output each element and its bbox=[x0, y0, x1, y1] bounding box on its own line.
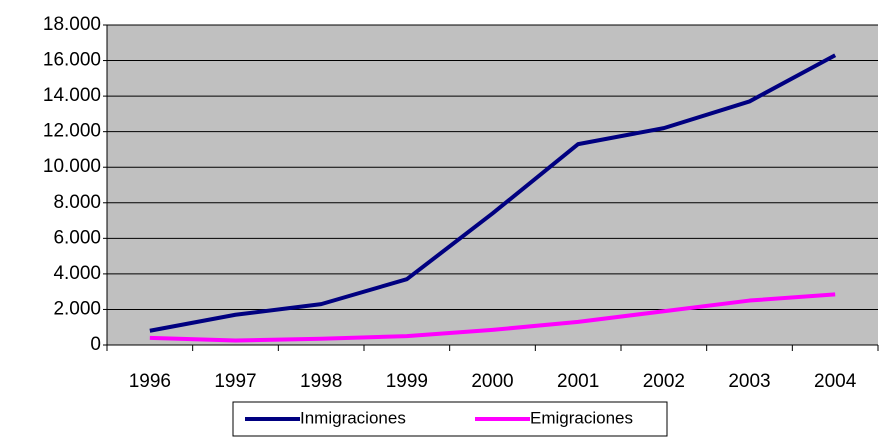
legend-box bbox=[232, 401, 668, 437]
y-tick-label: 0 bbox=[90, 334, 101, 355]
x-tick-label: 2001 bbox=[557, 371, 599, 392]
y-tick-label: 8.000 bbox=[53, 192, 101, 213]
line-series bbox=[149, 292, 836, 343]
x-tick-label: 2003 bbox=[728, 371, 770, 392]
y-tick-label: 12.000 bbox=[43, 121, 101, 142]
x-tick-label: 2004 bbox=[814, 371, 857, 392]
y-tick-label: 14.000 bbox=[43, 85, 101, 106]
x-tick-label: 1996 bbox=[129, 371, 171, 392]
y-tick-label: 2.000 bbox=[53, 298, 101, 319]
x-tick-label: 1998 bbox=[300, 371, 342, 392]
x-tick-label: 1997 bbox=[214, 371, 256, 392]
plot-area bbox=[107, 25, 878, 345]
legend-label: Inmigraciones bbox=[300, 408, 406, 427]
y-tick-label: 18.000 bbox=[43, 14, 101, 35]
legend-label: Emigraciones bbox=[530, 408, 633, 427]
y-tick-label: 10.000 bbox=[43, 156, 101, 177]
x-tick-label: 2000 bbox=[471, 371, 513, 392]
y-tick-label: 6.000 bbox=[53, 227, 101, 248]
x-tick-label: 2002 bbox=[643, 371, 685, 392]
y-tick-label: 16.000 bbox=[43, 50, 101, 71]
x-tick-label: 1999 bbox=[386, 371, 428, 392]
y-tick-label: 4.000 bbox=[53, 263, 101, 284]
line-series bbox=[149, 53, 837, 333]
